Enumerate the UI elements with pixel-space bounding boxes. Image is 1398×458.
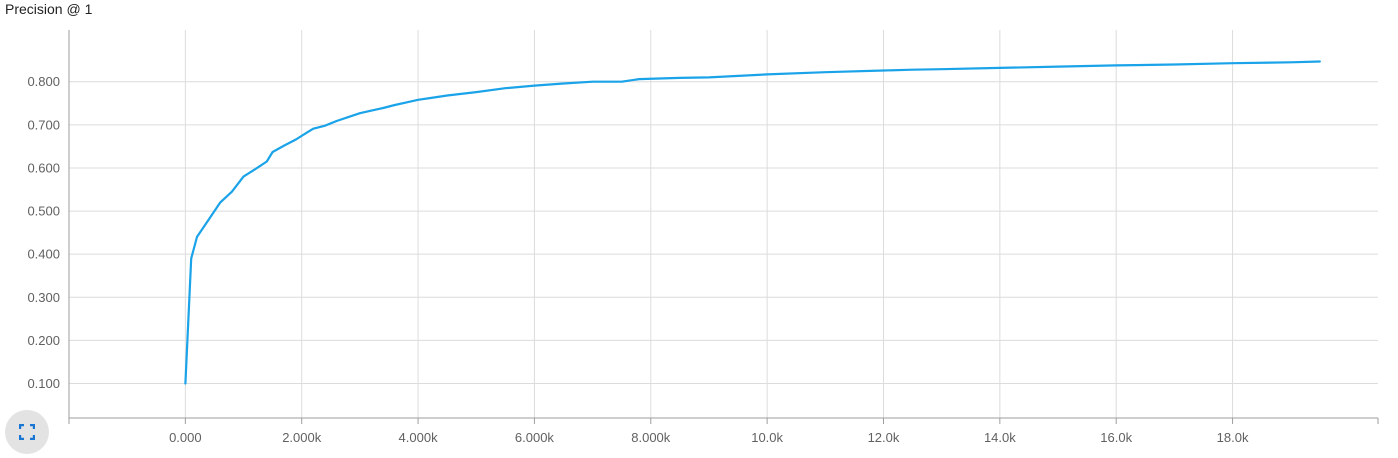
y-tick-label: 0.400 [27, 247, 60, 262]
data-point [324, 124, 326, 127]
data-point [405, 101, 408, 104]
data-point [504, 87, 507, 89]
fullscreen-icon [19, 424, 35, 440]
data-point [911, 68, 914, 71]
series [184, 60, 1321, 385]
data-point [533, 84, 536, 87]
data-point [446, 94, 448, 97]
data-point [1231, 62, 1234, 64]
y-tick-label: 0.800 [27, 74, 60, 89]
data-point [999, 67, 1001, 69]
x-tick-label: 14.0k [984, 430, 1016, 445]
data-point [382, 107, 384, 109]
y-tick-label: 0.100 [27, 376, 60, 391]
data-point [679, 77, 681, 79]
data-point [940, 68, 943, 71]
x-tick-label: 12.0k [868, 430, 900, 445]
data-point [184, 382, 187, 385]
data-point [562, 82, 565, 85]
x-tick-label: 18.0k [1217, 430, 1249, 445]
data-point [824, 71, 827, 74]
data-point [370, 109, 373, 112]
expand-chart-button[interactable] [5, 410, 49, 454]
data-point [219, 201, 222, 204]
data-point [1115, 64, 1117, 67]
y-tick-label: 0.500 [27, 204, 60, 219]
data-point [254, 168, 256, 171]
y-tick-label: 0.300 [27, 290, 60, 305]
tick-labels: 0.100 0.200 0.300 0.400 0.500 0.600 0.700 0.800… [27, 74, 1248, 445]
grid [69, 30, 1378, 418]
data-point [766, 73, 768, 76]
data-point [620, 80, 623, 83]
data-point [231, 190, 233, 193]
x-tick-label: 2.000k [282, 430, 322, 445]
data-point [306, 131, 309, 133]
y-tick-label: 0.700 [27, 117, 60, 132]
data-point [708, 76, 710, 79]
x-tick-label: 6.000k [515, 430, 555, 445]
data-point [428, 97, 431, 99]
data-point [207, 218, 210, 221]
x-tick-label: 10.0k [751, 430, 783, 445]
y-tick-label: 0.200 [27, 333, 60, 348]
data-point [271, 151, 274, 153]
x-tick-label: 0.000 [169, 430, 202, 445]
data-point [393, 104, 396, 106]
data-point [882, 69, 885, 72]
x-tick-label: 8.000k [631, 430, 671, 445]
data-point [417, 99, 419, 101]
data-point [312, 127, 315, 130]
data-point [359, 112, 361, 115]
data-point [1057, 65, 1059, 68]
data-point [591, 80, 594, 83]
data-point [347, 116, 350, 118]
series-line [184, 60, 1321, 385]
data-point [1289, 61, 1292, 64]
chart-title: Precision @ 1 [5, 1, 93, 17]
data-point [1173, 63, 1176, 66]
data-point [475, 91, 478, 93]
data-point [196, 236, 198, 238]
data-point [190, 257, 192, 260]
data-point [638, 78, 640, 80]
data-point [1319, 60, 1321, 63]
data-point [242, 175, 245, 178]
data-point [335, 120, 338, 122]
axes [68, 30, 1379, 424]
data-point [266, 160, 268, 163]
x-tick-label: 4.000k [399, 430, 439, 445]
y-tick-label: 0.600 [27, 160, 60, 175]
data-point [295, 138, 297, 141]
data-point [283, 144, 286, 147]
x-tick-label: 16.0k [1100, 430, 1132, 445]
